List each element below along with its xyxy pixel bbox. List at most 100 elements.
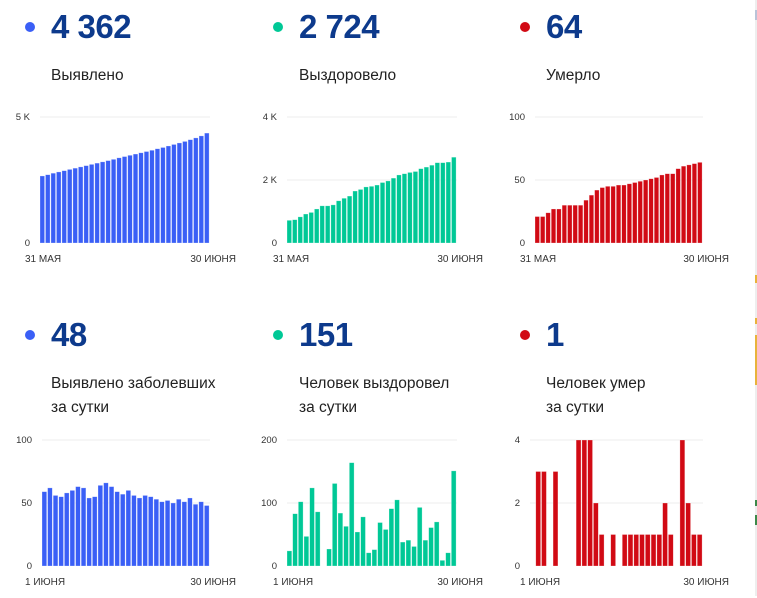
bar[interactable] <box>696 534 703 567</box>
bar[interactable] <box>131 495 137 567</box>
bar[interactable] <box>417 507 423 567</box>
bar[interactable] <box>39 175 45 244</box>
bar[interactable] <box>645 534 651 567</box>
bar[interactable] <box>138 152 144 244</box>
bar[interactable] <box>326 548 332 567</box>
bar[interactable] <box>552 471 559 567</box>
bar[interactable] <box>352 190 358 244</box>
bar[interactable] <box>440 162 446 244</box>
bar[interactable] <box>610 534 616 567</box>
bar[interactable] <box>120 493 126 567</box>
bar[interactable] <box>181 501 187 567</box>
bar[interactable] <box>411 546 417 567</box>
bar[interactable] <box>69 490 75 567</box>
bar[interactable] <box>148 496 154 567</box>
bar[interactable] <box>599 187 605 244</box>
bar[interactable] <box>621 184 627 244</box>
bar[interactable] <box>434 521 440 567</box>
bar[interactable] <box>153 498 159 567</box>
bar[interactable] <box>347 195 353 244</box>
bar[interactable] <box>401 173 408 244</box>
bar[interactable] <box>422 539 429 567</box>
bar[interactable] <box>336 200 342 244</box>
bar[interactable] <box>691 163 697 244</box>
bar[interactable] <box>165 145 172 244</box>
bar[interactable] <box>94 162 100 244</box>
bar[interactable] <box>379 182 386 244</box>
bar[interactable] <box>377 522 383 567</box>
bar[interactable] <box>423 166 429 244</box>
bar[interactable] <box>110 159 117 244</box>
bar[interactable] <box>445 552 451 567</box>
bar[interactable] <box>357 189 364 244</box>
bar[interactable] <box>615 184 622 244</box>
bar[interactable] <box>193 137 199 244</box>
bar[interactable] <box>633 534 639 567</box>
bar[interactable] <box>581 439 588 567</box>
bar[interactable] <box>292 513 298 567</box>
bar[interactable] <box>125 490 131 567</box>
bar[interactable] <box>396 174 402 244</box>
bar[interactable] <box>143 151 150 244</box>
bar[interactable] <box>349 462 355 567</box>
bar[interactable] <box>136 497 143 567</box>
bar[interactable] <box>429 164 435 244</box>
bar[interactable] <box>50 172 56 244</box>
bar[interactable] <box>319 205 325 244</box>
bar[interactable] <box>164 500 171 567</box>
bar[interactable] <box>374 184 380 244</box>
bar[interactable] <box>394 499 400 567</box>
bar[interactable] <box>534 216 540 244</box>
bar[interactable] <box>121 156 128 244</box>
bar[interactable] <box>192 503 199 567</box>
bar[interactable] <box>204 132 210 244</box>
bar[interactable] <box>108 486 115 567</box>
bar[interactable] <box>385 180 391 244</box>
bar[interactable] <box>56 171 62 244</box>
bar[interactable] <box>662 502 668 567</box>
bar[interactable] <box>292 219 298 244</box>
bar[interactable] <box>325 205 331 244</box>
bar[interactable] <box>97 485 103 567</box>
bar[interactable] <box>540 216 546 244</box>
bar[interactable] <box>598 534 605 567</box>
bar[interactable] <box>451 156 457 244</box>
bar[interactable] <box>103 482 109 567</box>
bar[interactable] <box>594 189 600 244</box>
bar[interactable] <box>388 508 395 567</box>
bar[interactable] <box>363 186 369 244</box>
bar[interactable] <box>64 492 70 567</box>
bar[interactable] <box>668 534 674 567</box>
bar[interactable] <box>371 549 378 567</box>
bar[interactable] <box>176 142 182 244</box>
bar[interactable] <box>198 135 204 244</box>
bar[interactable] <box>686 164 692 244</box>
bar[interactable] <box>159 501 165 567</box>
bar[interactable] <box>58 496 64 567</box>
bar[interactable] <box>535 471 541 567</box>
bar[interactable] <box>154 148 161 244</box>
bar[interactable] <box>132 153 139 244</box>
bar[interactable] <box>407 172 413 244</box>
bar[interactable] <box>605 186 611 244</box>
bar[interactable] <box>72 167 78 244</box>
bar[interactable] <box>451 470 457 567</box>
scrollbar-track[interactable] <box>755 0 757 596</box>
bar[interactable] <box>315 511 321 567</box>
bar[interactable] <box>664 173 670 244</box>
bar[interactable] <box>575 439 582 567</box>
bar[interactable] <box>149 149 155 244</box>
bar[interactable] <box>176 498 182 567</box>
bar[interactable] <box>572 204 578 244</box>
bar[interactable] <box>286 220 292 244</box>
bar[interactable] <box>114 491 120 567</box>
bar[interactable] <box>627 534 634 567</box>
bar[interactable] <box>637 180 643 244</box>
bar[interactable] <box>648 178 654 244</box>
bar[interactable] <box>308 212 314 244</box>
bar[interactable] <box>89 164 95 244</box>
bar[interactable] <box>83 165 89 244</box>
bar[interactable] <box>588 194 595 244</box>
bar[interactable] <box>198 501 204 567</box>
bar[interactable] <box>314 208 320 244</box>
